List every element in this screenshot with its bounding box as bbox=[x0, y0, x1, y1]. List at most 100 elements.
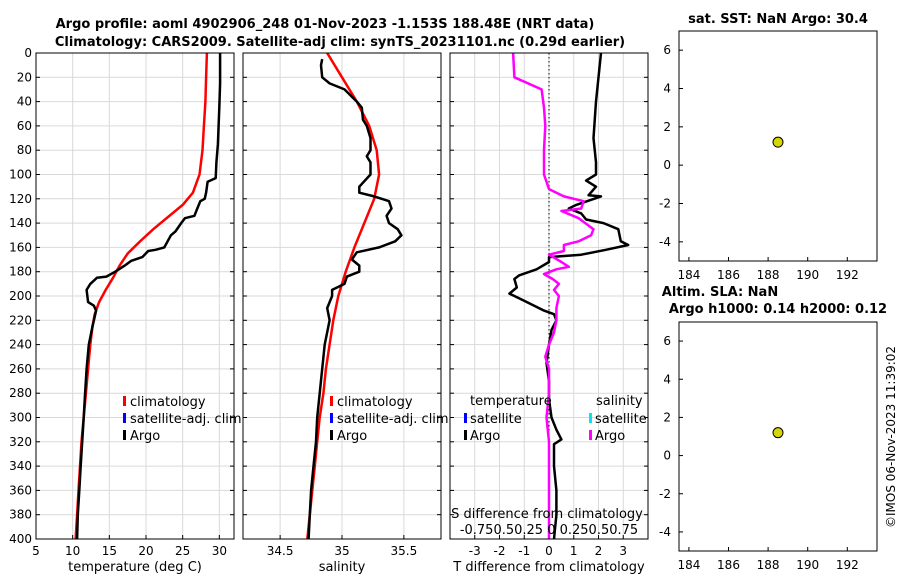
difference-xtick-label: 2 bbox=[595, 544, 603, 558]
depth-tick-label: 360 bbox=[9, 483, 32, 497]
sla-title-line2: Argo h1000: 0.14 h2000: 0.12 bbox=[669, 302, 887, 317]
sst-ytick-label: 4 bbox=[663, 82, 671, 96]
salinity-xtick-label: 35 bbox=[334, 544, 349, 558]
temperature-xtick-label: 25 bbox=[175, 544, 190, 558]
sst-ytick-label: -4 bbox=[659, 235, 671, 249]
salinity-xtick-label: 35.5 bbox=[391, 544, 418, 558]
temperature-xtick-label: 10 bbox=[65, 544, 80, 558]
temperature-xtick-label: 15 bbox=[102, 544, 117, 558]
temperature-xtick-label: 20 bbox=[138, 544, 153, 558]
sla-ytick-label: 0 bbox=[663, 449, 671, 463]
salinity-series-argo bbox=[307, 58, 403, 540]
sla-argo-point bbox=[772, 427, 784, 439]
depth-tick-label: 400 bbox=[9, 532, 32, 546]
header-line2: Climatology: CARS2009. Satellite-adj cli… bbox=[55, 35, 625, 50]
salinity-panel: 34.5 35 35.5 climatology satellite-adj. clim… bbox=[242, 52, 449, 575]
sst-ytick-label: -2 bbox=[659, 197, 671, 211]
legend-label: Argo bbox=[595, 429, 625, 444]
depth-tick-label: 80 bbox=[17, 143, 32, 157]
sst-axes-box bbox=[678, 30, 878, 262]
temperature-series-argo bbox=[75, 53, 222, 540]
temperature-xtick-label: 30 bbox=[212, 544, 227, 558]
sst-title: sat. SST: NaN Argo: 30.4 bbox=[688, 12, 868, 27]
difference-series-t-argo bbox=[508, 52, 630, 540]
depth-tick-label: 160 bbox=[9, 240, 32, 254]
sst-ytick-label: 2 bbox=[663, 120, 671, 134]
sst-xtick-label: 192 bbox=[836, 268, 859, 282]
timestamp: ©IMOS 06-Nov-2023 11:39:02 bbox=[884, 346, 898, 528]
depth-tick-label: 380 bbox=[9, 508, 32, 522]
sst-panel: -4 -2 0 2 4 6 184 186 188 190 192 sat. SST: NaN Ar… bbox=[659, 12, 878, 282]
legend-label: satellite bbox=[595, 412, 647, 427]
temperature-panel: 0 20 40 60 80 100 120 140 160 180 200 220 240 260 280 3… bbox=[9, 46, 242, 575]
depth-tick-label: 140 bbox=[9, 216, 32, 230]
s-difference-caption: S difference from climatology bbox=[451, 507, 643, 522]
sst-xtick-label: 184 bbox=[677, 268, 700, 282]
depth-tick-label: 220 bbox=[9, 313, 32, 327]
sst-argo-point bbox=[772, 136, 784, 148]
depth-tick-label: 280 bbox=[9, 386, 32, 400]
legend-temperature-header: temperature bbox=[470, 394, 552, 409]
sla-ytick-label: -4 bbox=[659, 525, 671, 539]
difference-xtick-label: -3 bbox=[469, 544, 481, 558]
salinity-xtick-label: 34.5 bbox=[267, 544, 294, 558]
temperature-xlabel: temperature (deg C) bbox=[68, 560, 202, 575]
depth-tick-label: 100 bbox=[9, 168, 32, 182]
sla-xtick-label: 184 bbox=[677, 558, 700, 572]
legend-swatch-satellite-adj-clim bbox=[123, 413, 126, 423]
sst-xtick-label: 188 bbox=[757, 268, 780, 282]
sla-ytick-label: -2 bbox=[659, 487, 671, 501]
sla-xtick-label: 190 bbox=[796, 558, 819, 572]
difference-xtick-label: -2 bbox=[494, 544, 506, 558]
legend-label: climatology bbox=[337, 395, 413, 410]
sst-xtick-label: 186 bbox=[717, 268, 740, 282]
legend-swatch-t-satellite bbox=[464, 413, 467, 423]
difference-xtick-label: 1 bbox=[570, 544, 578, 558]
difference-series-s-argo bbox=[511, 52, 595, 539]
salinity-axes-box bbox=[242, 52, 442, 540]
difference-panel: -3 -2 -1 0 1 2 3 temperature salinity satellite Ar… bbox=[449, 52, 649, 575]
legend-swatch-t-argo bbox=[464, 430, 467, 440]
legend-label: satellite bbox=[470, 412, 522, 427]
temperature-axes-box bbox=[35, 52, 235, 540]
legend-label: Argo bbox=[337, 429, 367, 444]
depth-tick-label: 0 bbox=[24, 46, 32, 60]
depth-tick-label: 40 bbox=[17, 95, 32, 109]
depth-tick-label: 20 bbox=[17, 70, 32, 84]
legend-swatch-satellite-adj-clim bbox=[330, 413, 333, 423]
temperature-xtick-label: 5 bbox=[32, 544, 40, 558]
difference-axes-box bbox=[449, 52, 649, 540]
legend-swatch-argo bbox=[123, 430, 126, 440]
depth-tick-label: 300 bbox=[9, 411, 32, 425]
legend-label: climatology bbox=[130, 395, 206, 410]
sst-ytick-label: 0 bbox=[663, 158, 671, 172]
sla-ytick-label: 2 bbox=[663, 410, 671, 424]
depth-tick-label: 200 bbox=[9, 289, 32, 303]
legend-label: satellite-adj. clim bbox=[337, 412, 449, 427]
legend-label: Argo bbox=[130, 429, 160, 444]
sst-xtick-label: 190 bbox=[796, 268, 819, 282]
legend-swatch-climatology bbox=[123, 396, 126, 406]
header-line1: Argo profile: aoml 4902906_248 01-Nov-20… bbox=[56, 17, 595, 32]
sla-axes-box bbox=[678, 321, 878, 552]
depth-tick-label: 180 bbox=[9, 265, 32, 279]
salinity-xlabel: salinity bbox=[319, 560, 366, 575]
legend-label: Argo bbox=[470, 429, 500, 444]
depth-tick-label: 340 bbox=[9, 459, 32, 473]
legend-salinity-header: salinity bbox=[596, 394, 643, 409]
depth-tick-label: 240 bbox=[9, 338, 32, 352]
sla-xtick-label: 186 bbox=[717, 558, 740, 572]
sla-xtick-label: 192 bbox=[836, 558, 859, 572]
sla-xtick-label: 188 bbox=[757, 558, 780, 572]
legend-label: satellite-adj. clim bbox=[130, 412, 242, 427]
difference-xlabel: T difference from climatology bbox=[452, 560, 645, 575]
difference-xtick-label: 0 bbox=[545, 544, 553, 558]
legend-swatch-s-argo bbox=[589, 430, 592, 440]
depth-tick-label: 120 bbox=[9, 192, 32, 206]
sla-title-line1: Altim. SLA: NaN bbox=[662, 285, 778, 300]
legend-swatch-s-satellite bbox=[589, 413, 592, 423]
difference-xtick-label: 3 bbox=[619, 544, 627, 558]
depth-tick-label: 320 bbox=[9, 435, 32, 449]
